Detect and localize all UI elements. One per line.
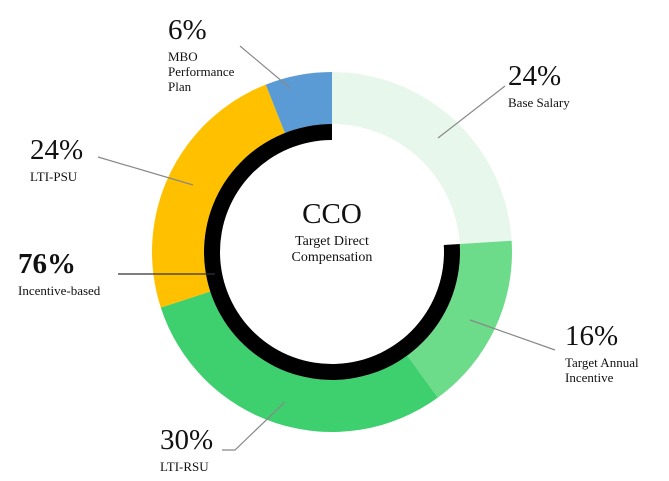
leader-line bbox=[239, 45, 291, 89]
chart-subtitle: Target Direct Compensation bbox=[291, 234, 373, 266]
leader-line bbox=[222, 401, 286, 451]
value-label: 30% bbox=[160, 424, 214, 456]
category-label: Target Annual Incentive bbox=[565, 355, 639, 385]
category-label: LTI-PSU bbox=[30, 169, 78, 184]
leader-line bbox=[97, 156, 194, 186]
category-label: Base Salary bbox=[508, 95, 570, 110]
inner-name-label: Incentive-based bbox=[18, 283, 101, 298]
leader-line bbox=[437, 85, 506, 139]
category-label: MBO Performance Plan bbox=[168, 49, 235, 94]
donut-segment bbox=[152, 84, 285, 308]
value-label: 16% bbox=[565, 320, 619, 352]
value-label: 24% bbox=[508, 60, 562, 92]
value-label: 6% bbox=[168, 14, 207, 46]
donut-segment bbox=[160, 291, 438, 432]
chart-title: CCO bbox=[302, 198, 362, 230]
value-label: 24% bbox=[30, 134, 84, 166]
leader-line bbox=[469, 319, 556, 351]
donut-segment bbox=[265, 72, 332, 133]
donut-segment bbox=[332, 72, 512, 244]
category-label: LTI-RSU bbox=[160, 459, 209, 474]
donut-segment bbox=[407, 240, 512, 398]
inner-value-label: 76% bbox=[18, 248, 76, 280]
